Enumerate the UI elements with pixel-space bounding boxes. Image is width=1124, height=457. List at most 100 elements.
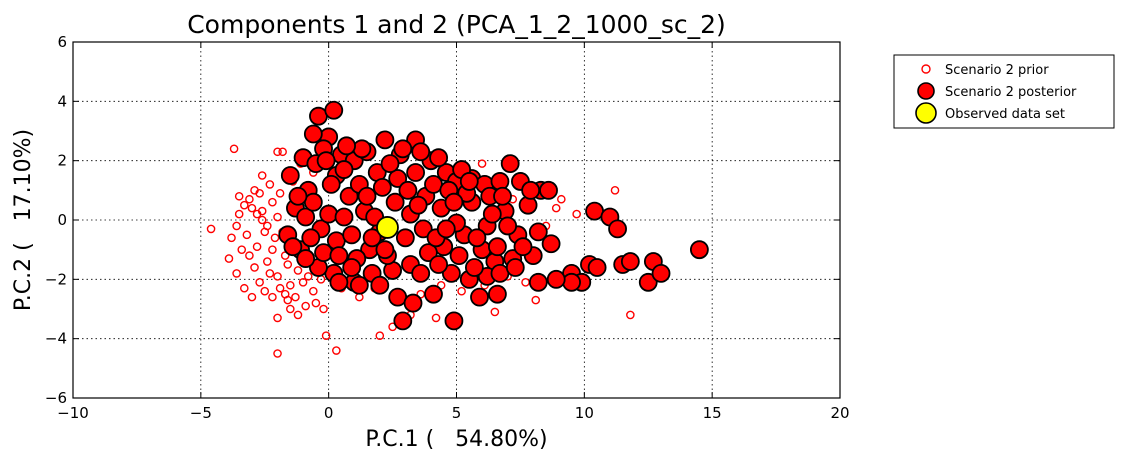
prior-point	[247, 292, 257, 302]
prior-point	[551, 203, 561, 213]
prior-point	[260, 286, 270, 296]
prior-point	[250, 263, 259, 272]
prior-point	[268, 197, 277, 207]
prior-point	[268, 292, 277, 302]
posterior-point	[562, 272, 581, 292]
y-tick-label: −4	[45, 330, 67, 348]
posterior-point	[449, 246, 469, 266]
posterior-point	[493, 186, 512, 206]
prior-point	[263, 257, 272, 266]
prior-point	[557, 194, 566, 204]
prior-point	[247, 203, 257, 213]
posterior-point	[393, 311, 413, 331]
posterior-point	[546, 269, 566, 289]
prior-point	[280, 289, 290, 299]
x-tick-label: 0	[324, 404, 334, 422]
posterior-point	[370, 275, 390, 295]
posterior-point	[459, 172, 479, 191]
posterior-point	[620, 252, 640, 271]
posterior-point	[301, 228, 321, 248]
prior-point	[521, 277, 530, 287]
y-tick-label: 0	[57, 211, 67, 229]
posterior-point	[500, 154, 520, 174]
y-tick-label: −2	[45, 270, 67, 288]
prior-point	[286, 280, 295, 290]
prior-point	[206, 224, 216, 234]
posterior-point	[283, 237, 303, 257]
posterior-point	[521, 180, 541, 200]
posterior-point	[337, 136, 356, 156]
prior-point	[332, 346, 341, 355]
posterior-point	[288, 186, 308, 206]
posterior-point	[303, 124, 323, 144]
posterior-point	[393, 139, 413, 159]
posterior-point	[321, 174, 341, 194]
legend-marker	[921, 64, 931, 74]
posterior-point	[539, 180, 558, 200]
posterior-point	[436, 219, 456, 239]
prior-point	[268, 245, 277, 254]
prior-point	[286, 304, 295, 314]
posterior-point	[357, 186, 377, 206]
posterior-point	[316, 151, 336, 171]
prior-point	[275, 283, 285, 293]
prior-point	[311, 298, 321, 308]
legend-marker	[915, 102, 937, 124]
prior-point	[265, 269, 275, 278]
posterior-point	[528, 272, 548, 292]
posterior-point	[372, 177, 392, 197]
posterior-point	[329, 272, 349, 292]
x-tick-label: 10	[575, 404, 594, 422]
prior-point	[626, 310, 635, 320]
prior-point	[263, 221, 272, 231]
x-axis-title: P.C.1 ( 54.80%)	[365, 427, 547, 452]
prior-point	[273, 313, 282, 323]
prior-point	[232, 221, 241, 231]
legend-entries: Scenario 2 prior Scenario 2 posterior Obse…	[915, 63, 1077, 124]
prior-point	[457, 286, 466, 296]
posterior-point	[429, 148, 449, 168]
prior-point	[278, 147, 287, 157]
prior-point	[275, 188, 285, 198]
legend-label: Observed data set	[945, 107, 1065, 122]
legend: Scenario 2 prior Scenario 2 posterior Obse…	[893, 54, 1115, 129]
posterior-point	[429, 255, 449, 274]
prior-point	[252, 242, 262, 251]
prior-point	[309, 286, 318, 296]
posterior-point	[418, 243, 438, 263]
posterior-point	[638, 272, 658, 292]
prior-point	[252, 209, 262, 219]
posterior-point	[413, 219, 433, 239]
x-tick-label: 15	[703, 404, 722, 422]
prior-point	[291, 292, 300, 302]
prior-point	[610, 186, 620, 195]
legend-marker	[917, 82, 935, 100]
posterior-point	[424, 284, 443, 304]
observed-point	[376, 216, 399, 239]
posterior-point	[296, 207, 316, 227]
posterior-point	[587, 258, 607, 277]
prior-point	[270, 233, 280, 243]
prior-point	[531, 295, 541, 305]
posterior-point	[375, 240, 395, 260]
posterior-point	[488, 284, 507, 304]
posterior-point	[324, 100, 344, 120]
prior-point	[234, 209, 244, 219]
posterior-point	[403, 293, 423, 313]
prior-point	[319, 304, 328, 314]
prior-point	[283, 260, 293, 269]
prior-point	[239, 283, 249, 293]
posterior-point	[444, 311, 464, 331]
posterior-point	[398, 180, 418, 200]
posterior-point	[349, 275, 369, 295]
prior-point	[245, 251, 254, 260]
posterior-point	[342, 258, 362, 277]
prior-point	[224, 254, 234, 263]
posterior-point	[334, 160, 354, 179]
prior-point	[273, 147, 282, 157]
x-tick-label: 20	[830, 404, 849, 422]
posterior-point	[342, 225, 362, 245]
prior-point	[227, 233, 236, 243]
posterior-point	[541, 234, 561, 254]
